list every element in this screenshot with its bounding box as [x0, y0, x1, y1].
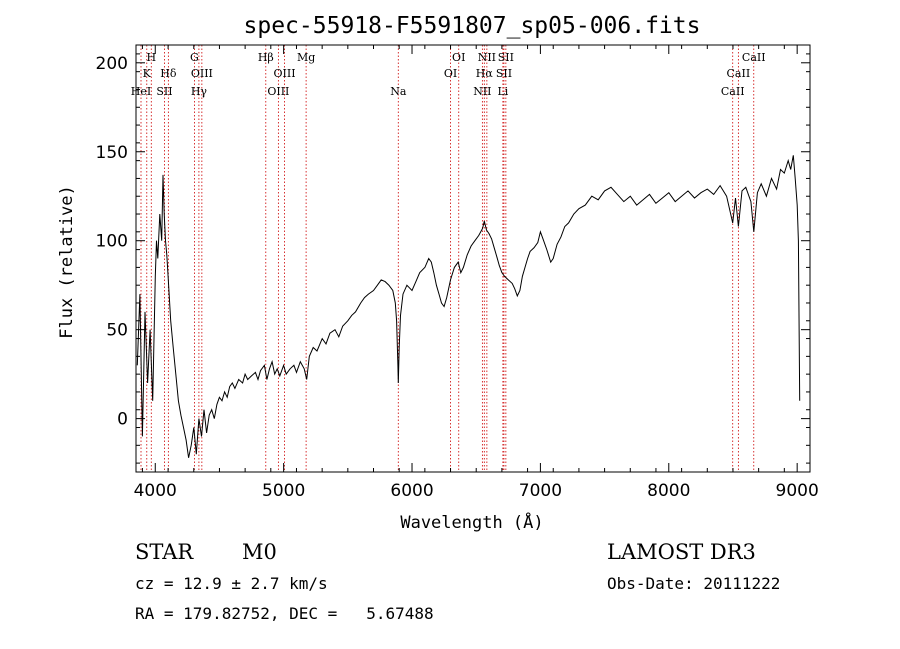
y-axis-label: Flux (relative): [57, 185, 77, 339]
spectral-line-label: Hδ: [160, 67, 177, 80]
flux-series-line: [136, 155, 801, 458]
spectral-line-label: Hα: [476, 67, 494, 80]
y-tick-label: 150: [96, 143, 128, 163]
x-tick-label: 9000: [776, 481, 819, 501]
y-tick-label: 200: [96, 54, 128, 74]
plot-frame: [135, 44, 811, 473]
spectral-line-label: Li: [497, 85, 508, 98]
observation-date: Obs-Date: 20111222: [607, 574, 780, 593]
y-tick-label: 0: [117, 410, 128, 430]
object-class: STAR: [135, 540, 194, 564]
coordinates: RA = 179.82752, DEC = 5.67488: [135, 604, 434, 623]
spectral-line-labels: HeIKHSIIHδGHγOIIIHβOIIIOIIIMgNaOIOINIIHα…: [131, 51, 766, 98]
spectral-line-label: H: [146, 51, 156, 64]
spectral-line-label: CaII: [742, 51, 766, 64]
spectral-line-label: OI: [444, 67, 457, 80]
spectral-line-label: K: [143, 67, 152, 80]
y-tick-label: 50: [106, 321, 128, 341]
spectral-line-label: NII: [473, 85, 491, 98]
x-axis-label: Wavelength (Å): [400, 511, 543, 533]
spectral-line-label: HeI: [131, 85, 151, 98]
spectral-line-label: NII: [478, 51, 496, 64]
x-tick-label: 5000: [262, 481, 305, 501]
object-subclass: M0: [242, 540, 277, 564]
axis-ticks: 4000 5000 6000 7000 8000 9000 0 50 100 150 200: [96, 45, 819, 501]
chart-title: spec-55918-F5591807_sp05-006.fits: [244, 13, 701, 39]
y-tick-label: 100: [96, 232, 128, 252]
spectral-line-label: Hβ: [258, 51, 274, 64]
spectral-line-label: SII: [496, 67, 512, 80]
redshift-cz: cz = 12.9 ± 2.7 km/s: [135, 574, 328, 593]
spectral-line-label: OI: [452, 51, 465, 64]
x-tick-label: 7000: [519, 481, 562, 501]
x-tick-label: 8000: [647, 481, 690, 501]
spectral-line-label: OIII: [191, 67, 213, 80]
spectral-line-label: OIII: [274, 67, 296, 80]
spectral-line-label: SII: [498, 51, 514, 64]
spectral-line-label: Na: [390, 85, 407, 98]
x-tick-label: 6000: [390, 481, 433, 501]
spectral-line-label: Mg: [297, 51, 315, 64]
survey-name: LAMOST DR3: [607, 540, 756, 564]
spectral-line-label: OIII: [267, 85, 289, 98]
spectral-line-label: Hγ: [191, 85, 208, 98]
spectral-line-label: CaII: [721, 85, 745, 98]
spectral-line-label: G: [190, 51, 199, 64]
spectral-line-label: SII: [156, 85, 172, 98]
x-tick-label: 4000: [134, 481, 177, 501]
spectral-line-markers: [140, 45, 755, 472]
spectral-line-label: CaII: [727, 67, 751, 80]
